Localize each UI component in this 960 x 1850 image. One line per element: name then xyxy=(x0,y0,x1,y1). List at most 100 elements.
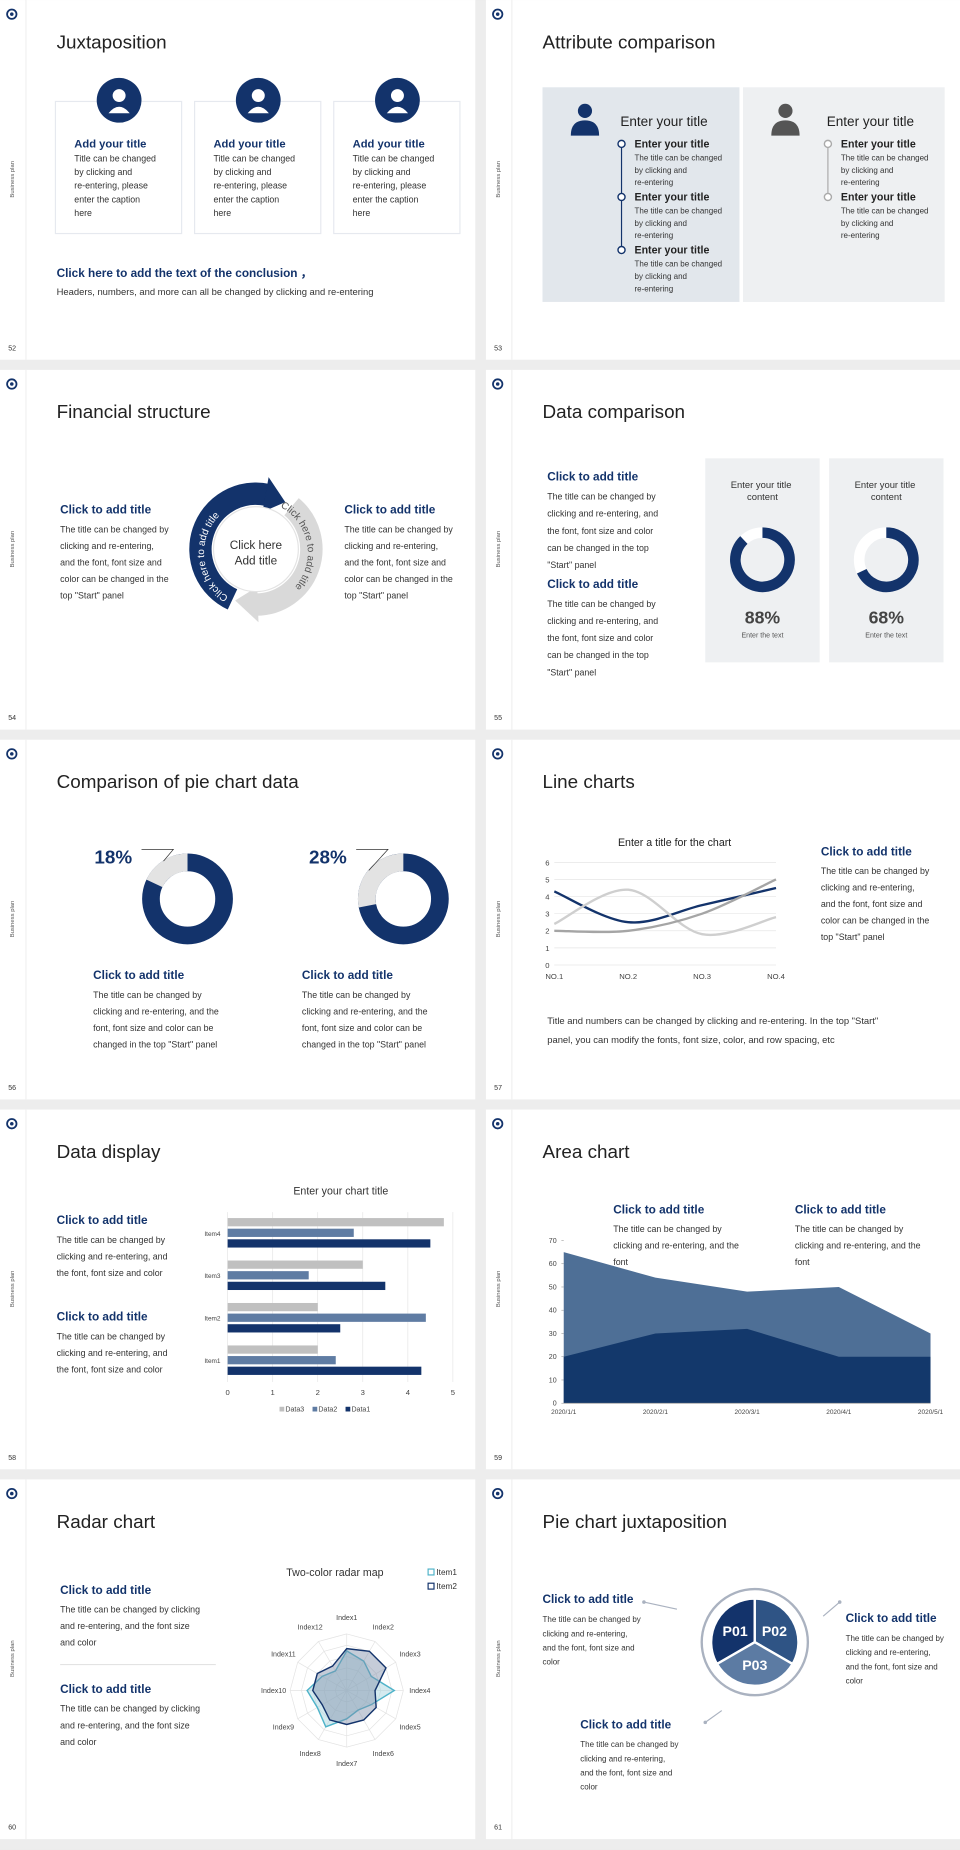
leader-line xyxy=(356,849,389,871)
slide: Business plan 55 Data comparison Click to a… xyxy=(485,369,960,730)
bar xyxy=(227,1218,444,1227)
y-tick-label: 0 xyxy=(553,1401,557,1408)
side-label: Business plan xyxy=(10,161,16,198)
side-label: Business plan xyxy=(496,1640,502,1677)
block-text: The title can be changed by clicking and… xyxy=(543,1615,644,1666)
x-tick-label: NO.3 xyxy=(693,972,711,981)
icon-head xyxy=(112,89,126,103)
x-tick-label: 0 xyxy=(225,1388,229,1397)
logo-dot xyxy=(10,12,14,16)
slide: Business plan 58 Data display Click to add … xyxy=(0,1109,476,1470)
block-title: Click to add title xyxy=(57,1311,148,1324)
item-title: Enter your title xyxy=(841,192,916,204)
card-title: Add your title xyxy=(213,138,285,150)
card xyxy=(54,100,183,235)
block-text: The title can be changed by clicking and… xyxy=(547,599,660,677)
donut-value: 68% xyxy=(869,607,905,627)
logo-dot xyxy=(495,752,500,756)
block-text: The title can be changed by clicking and… xyxy=(57,1332,170,1375)
block-text: The title can be changed by clicking and… xyxy=(60,1704,202,1747)
block-title: Click to add title xyxy=(547,578,638,591)
axis-label: Index2 xyxy=(373,1625,394,1632)
logo-dot xyxy=(495,12,500,16)
slide: Business plan 56 Comparison of pie chart d… xyxy=(0,739,476,1100)
block-text: The title can be changed by clicking and… xyxy=(795,1224,923,1267)
logo-dot xyxy=(495,1491,500,1496)
slide: Business plan 60 Radar chart Click to add t… xyxy=(0,1479,476,1840)
logo xyxy=(6,8,18,20)
side-label: Business plan xyxy=(496,161,502,198)
slide-background xyxy=(0,1479,476,1840)
y-tick-label: 30 xyxy=(549,1331,557,1338)
axis-label: Index11 xyxy=(271,1651,296,1658)
card xyxy=(194,100,322,235)
legend-swatch xyxy=(279,1406,285,1412)
logo-dot xyxy=(10,752,14,756)
block-title: Click to add title xyxy=(547,471,638,484)
logo-dot xyxy=(495,382,500,386)
x-tick-label: 3 xyxy=(361,1388,365,1397)
card-text: Title can be changed by clicking and re-… xyxy=(213,154,297,218)
panel-heading: Enter your title xyxy=(827,114,914,129)
x-tick-label: NO.2 xyxy=(619,972,637,981)
card-text: Title can be changed by clicking and re-… xyxy=(353,154,437,218)
donut-value: 28% xyxy=(309,847,347,868)
block-title: Click to add title xyxy=(93,969,184,982)
x-tick-label: 5 xyxy=(451,1388,455,1397)
legend-label: Data2 xyxy=(318,1406,337,1413)
segment-label: P02 xyxy=(762,1623,787,1639)
item-text: The title can be changed by clicking and… xyxy=(841,153,931,187)
axis-label: Index10 xyxy=(261,1688,286,1695)
axis-label: Index7 xyxy=(336,1761,357,1768)
y-tick-label: 4 xyxy=(545,893,550,902)
connector xyxy=(704,1710,723,1723)
card-text: Title can be changed by clicking and re-… xyxy=(74,154,158,218)
page-number: 60 xyxy=(8,1825,16,1832)
legend-label: Data3 xyxy=(285,1406,304,1413)
block-title: Click to add title xyxy=(60,1683,151,1696)
block-title: Click to add title xyxy=(543,1593,634,1606)
y-tick-label: 10 xyxy=(549,1377,557,1384)
logo xyxy=(6,1487,18,1500)
block-title: Click to add title xyxy=(344,504,435,517)
icon-head xyxy=(390,89,404,103)
chart-title: Two-color radar map xyxy=(286,1567,383,1579)
bar xyxy=(227,1324,341,1333)
card-title: Enter your title content xyxy=(731,479,794,502)
connector-dot xyxy=(703,1720,708,1725)
axis-label: Index12 xyxy=(298,1625,323,1632)
timeline-dot xyxy=(823,192,833,202)
block-text: The title can be changed by clicking and… xyxy=(60,1605,202,1648)
block-text: The title can be changed by clicking and… xyxy=(580,1740,681,1791)
page-number: 55 xyxy=(494,715,502,722)
line-series xyxy=(554,878,777,934)
slide: Business plan 52 Juxtaposition Add your tit… xyxy=(0,0,476,360)
y-tick-label: Item4 xyxy=(204,1231,221,1238)
item-title: Enter your title xyxy=(841,138,916,150)
block-title: Click to add title xyxy=(60,1584,151,1597)
bar xyxy=(227,1302,318,1312)
x-tick-label: 2020/5/1 xyxy=(918,1409,944,1416)
block-title: Click to add title xyxy=(846,1612,937,1625)
spoke xyxy=(346,1641,376,1691)
logo xyxy=(492,1118,504,1130)
page-number: 58 xyxy=(8,1455,16,1462)
legend-swatch xyxy=(312,1406,318,1412)
logo xyxy=(492,8,504,20)
side-label: Business plan xyxy=(496,1271,502,1308)
x-tick-label: NO.4 xyxy=(767,972,786,981)
icon-body xyxy=(247,106,269,114)
icon-body xyxy=(386,106,409,114)
slide: Business plan 59 Area chart Click to add ti… xyxy=(485,1109,960,1470)
timeline-dot xyxy=(617,139,626,149)
logo xyxy=(6,1118,18,1130)
connector-dot xyxy=(642,1600,646,1604)
axis-label: Index9 xyxy=(273,1724,294,1731)
x-tick-label: 2020/4/1 xyxy=(826,1409,852,1416)
y-tick-label: 5 xyxy=(545,875,549,884)
area-series xyxy=(563,1328,931,1404)
side-label: Business plan xyxy=(10,531,16,568)
donut-arc xyxy=(730,527,795,593)
line-series xyxy=(553,888,777,937)
